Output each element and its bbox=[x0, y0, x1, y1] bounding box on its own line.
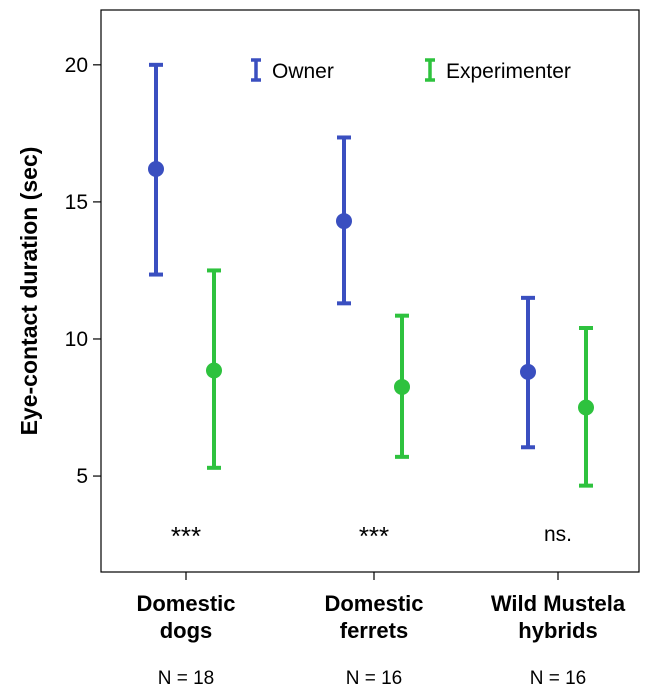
y-axis-label: Eye-contact duration (sec) bbox=[16, 147, 42, 436]
error-bar-owner-1 bbox=[336, 135, 352, 306]
error-bar-owner-0 bbox=[148, 62, 164, 277]
mean-point-experimenter bbox=[206, 362, 222, 379]
x-category-label: ferrets bbox=[340, 618, 408, 643]
sample-size-labels: N = 18 N = 16 N = 16 bbox=[158, 668, 587, 689]
legend: Owner Experimenter bbox=[251, 58, 571, 83]
y-tick-label: 20 bbox=[65, 54, 88, 77]
mean-point-owner bbox=[336, 213, 352, 230]
significance-label: *** bbox=[171, 521, 201, 551]
legend-item-owner: Owner bbox=[251, 58, 334, 83]
legend-item-experimenter: Experimenter bbox=[425, 58, 571, 83]
legend-label: Experimenter bbox=[446, 60, 571, 83]
sample-size-label: N = 16 bbox=[346, 668, 403, 689]
significance-label: ns. bbox=[544, 523, 572, 546]
x-category-label: Wild Mustela bbox=[491, 591, 626, 616]
error-bar-experimenter-2 bbox=[578, 326, 594, 488]
y-axis: 5 10 15 20 bbox=[65, 54, 101, 488]
x-category-label: hybrids bbox=[518, 618, 597, 643]
mean-point-experimenter bbox=[394, 378, 410, 395]
legend-label: Owner bbox=[272, 60, 334, 83]
sample-size-label: N = 18 bbox=[158, 668, 215, 689]
y-tick-label: 5 bbox=[76, 465, 88, 488]
mean-point-owner bbox=[520, 363, 536, 380]
error-bar-experimenter-0 bbox=[206, 268, 222, 470]
error-bar-experimenter-1 bbox=[394, 313, 410, 459]
x-category-label: Domestic bbox=[324, 591, 423, 616]
x-category-label: dogs bbox=[160, 618, 213, 643]
mean-point-owner bbox=[148, 161, 164, 178]
x-axis bbox=[185, 572, 559, 580]
mean-point-experimenter bbox=[578, 399, 594, 416]
x-category-label: Domestic bbox=[136, 591, 235, 616]
y-tick-label: 15 bbox=[65, 191, 88, 214]
sample-size-label: N = 16 bbox=[530, 668, 587, 689]
error-bar-owner-2 bbox=[520, 295, 536, 450]
data-marks bbox=[148, 62, 594, 488]
y-tick-label: 10 bbox=[65, 328, 88, 351]
significance-labels: *** *** ns. bbox=[171, 521, 572, 551]
plot-frame bbox=[100, 9, 640, 573]
significance-label: *** bbox=[359, 521, 389, 551]
